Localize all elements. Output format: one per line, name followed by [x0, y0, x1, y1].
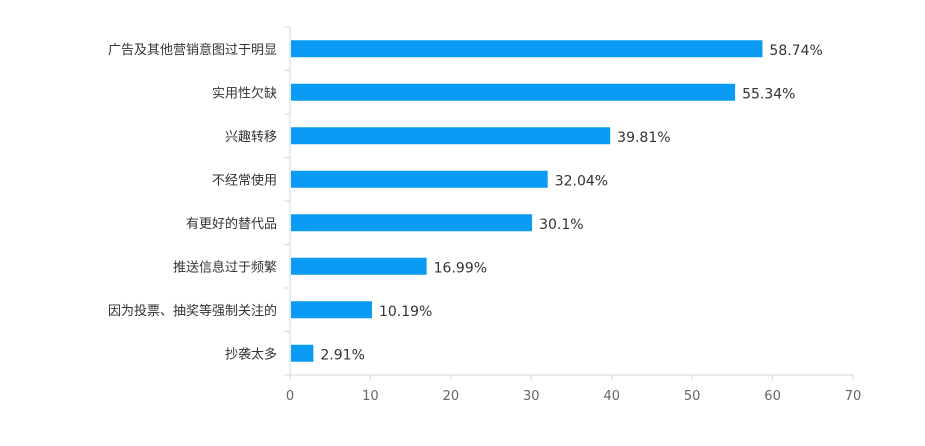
category-label: 因为投票、抽奖等强制关注的 — [108, 303, 277, 319]
data-label: 10.19% — [379, 304, 432, 320]
data-label: 32.04% — [555, 173, 608, 189]
x-tick-label: 10 — [362, 389, 379, 404]
bars — [291, 40, 763, 362]
x-tick-label: 20 — [443, 389, 460, 404]
category-label: 抄袭太多 — [225, 346, 277, 362]
x-tick-label: 0 — [286, 389, 294, 404]
category-label: 不经常使用 — [212, 172, 277, 188]
bar — [291, 257, 427, 275]
x-tick-label: 40 — [603, 389, 620, 404]
data-label: 2.91% — [320, 347, 364, 363]
category-label: 实用性欠缺 — [212, 85, 277, 101]
data-label: 30.1% — [539, 217, 583, 233]
bar — [291, 214, 533, 232]
category-label: 有更好的替代品 — [186, 216, 277, 232]
data-label: 16.99% — [434, 260, 487, 276]
bar — [291, 83, 736, 101]
bar — [291, 40, 763, 58]
bar — [291, 344, 314, 362]
category-label: 推送信息过于频繁 — [173, 259, 277, 275]
data-label: 55.34% — [742, 86, 795, 102]
bar — [291, 127, 611, 145]
labels: 广告及其他营销意图过于明显 58.74% 实用性欠缺 55.34% 兴趣转移 39.81%… — [108, 42, 823, 364]
bar — [291, 170, 548, 188]
x-tick-label: 70 — [845, 389, 862, 404]
data-label: 58.74% — [769, 43, 822, 59]
category-label: 广告及其他营销意图过于明显 — [108, 42, 277, 58]
x-tick-label: 30 — [523, 389, 540, 404]
category-label: 兴趣转移 — [225, 130, 277, 145]
x-tick-label: 60 — [764, 389, 781, 404]
axes: 0 10 20 30 40 50 60 70 — [284, 26, 862, 404]
data-label: 39.81% — [617, 130, 670, 146]
bar — [291, 301, 372, 319]
x-tick-label: 50 — [684, 389, 701, 404]
